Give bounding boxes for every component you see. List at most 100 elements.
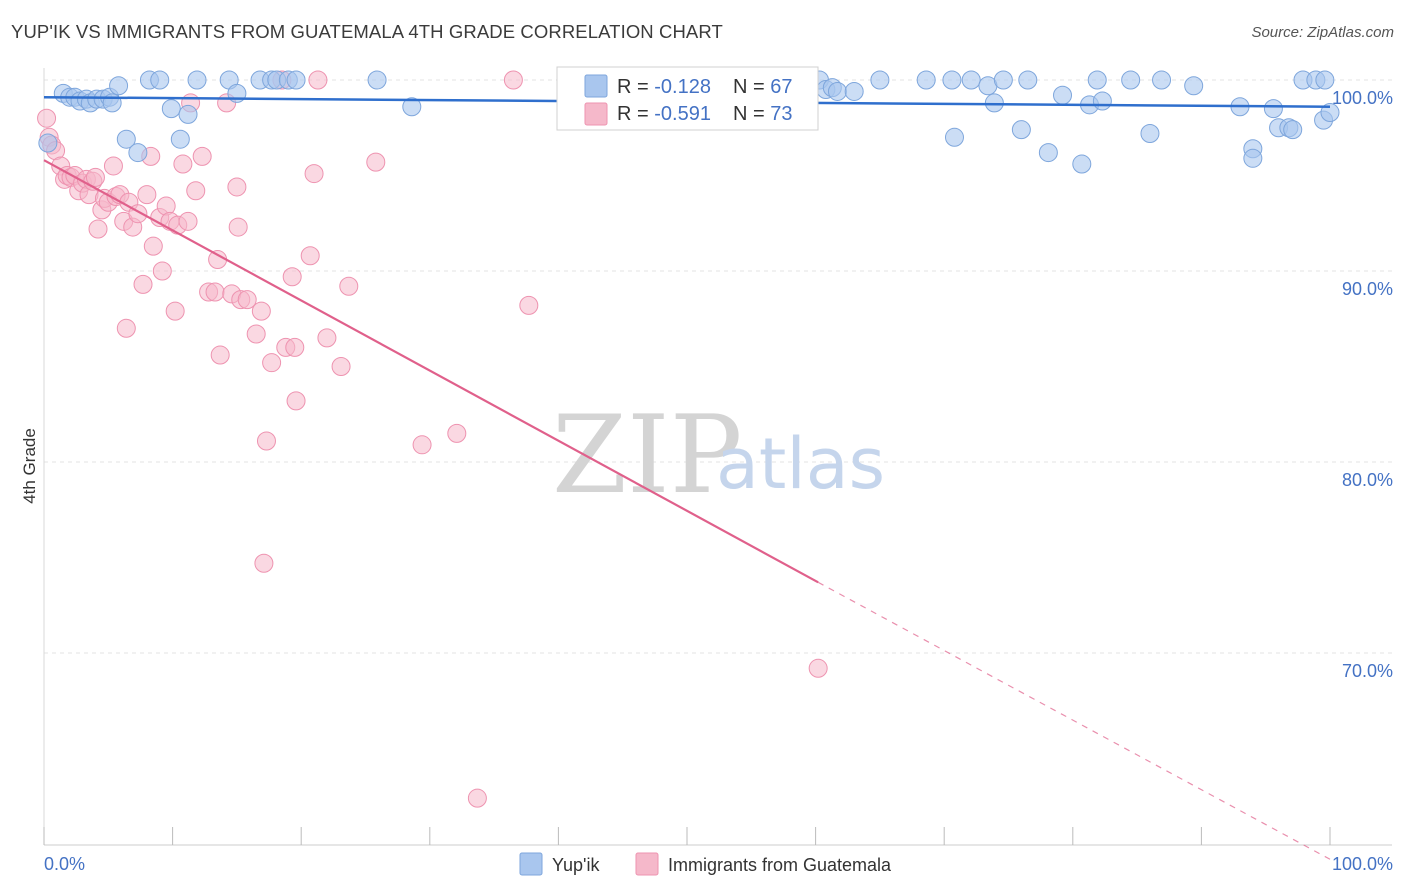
- data-point-guatemala: [37, 108, 57, 128]
- data-point-guatemala: [339, 276, 359, 296]
- svg-text:N = 73: N = 73: [733, 103, 793, 125]
- data-point-yupik: [827, 81, 847, 101]
- data-point-guatemala: [227, 177, 247, 197]
- data-point-yupik: [109, 76, 129, 96]
- data-point-guatemala: [282, 267, 302, 287]
- data-point-guatemala: [143, 236, 163, 256]
- data-point-guatemala: [262, 353, 282, 373]
- data-point-yupik: [1283, 120, 1303, 140]
- data-point-guatemala: [116, 318, 136, 338]
- data-point-yupik: [116, 129, 136, 149]
- data-point-guatemala: [186, 181, 206, 201]
- data-point-guatemala: [103, 156, 123, 176]
- data-point-yupik: [1038, 143, 1058, 163]
- y-tick-labels: 100.0% 90.0% 80.0% 70.0%: [1332, 88, 1393, 681]
- legend-swatch-guatemala: [584, 102, 608, 126]
- data-point-guatemala: [152, 261, 172, 281]
- data-point-yupik: [1121, 70, 1141, 90]
- data-point-yupik: [128, 143, 148, 163]
- legend-row-guatemala: R = -0.591: [617, 103, 711, 125]
- data-point-yupik: [1243, 148, 1263, 168]
- gridlines: [44, 79, 1392, 654]
- x-tick-labels: 0.0% 100.0%: [44, 854, 1393, 874]
- data-point-guatemala: [447, 423, 467, 443]
- trend-line-guatemala-extrapolated: [817, 581, 1331, 860]
- data-point-guatemala: [85, 167, 105, 187]
- data-point-yupik: [944, 127, 964, 147]
- data-point-yupik: [870, 70, 890, 90]
- y-axis-title: 4th Grade: [20, 428, 39, 504]
- legend-top: R = -0.128 N = 67 R = -0.591 N = 73: [556, 66, 819, 131]
- data-point-yupik: [1053, 85, 1073, 105]
- y-tick-label: 90.0%: [1342, 279, 1393, 299]
- bottom-legend-yupik: Yup'ik: [552, 855, 600, 875]
- watermark-atlas: atlas: [716, 423, 885, 505]
- svg-text:N = 67: N = 67: [733, 76, 793, 98]
- data-point-guatemala: [286, 391, 306, 411]
- data-point-yupik: [1018, 70, 1038, 90]
- watermark-zip: ZIP: [552, 393, 742, 518]
- data-point-guatemala: [173, 154, 193, 174]
- data-point-yupik: [286, 70, 306, 90]
- data-point-guatemala: [137, 185, 157, 205]
- x-tick-label: 0.0%: [44, 854, 85, 874]
- data-point-yupik: [1184, 76, 1204, 96]
- data-point-yupik: [916, 70, 936, 90]
- data-point-guatemala: [165, 301, 185, 321]
- data-point-yupik: [187, 70, 207, 90]
- y-tick-label: 100.0%: [1332, 88, 1393, 108]
- data-point-yupik: [1087, 70, 1107, 90]
- data-point-yupik: [1140, 123, 1160, 143]
- data-point-yupik: [38, 133, 58, 153]
- data-point-guatemala: [205, 282, 225, 302]
- data-point-guatemala: [246, 324, 266, 344]
- legend-bottom: Yup'ik Immigrants from Guatemala: [519, 852, 892, 876]
- data-point-yupik: [1072, 154, 1092, 174]
- data-point-yupik: [844, 81, 864, 101]
- data-point-guatemala: [237, 290, 257, 310]
- data-point-guatemala: [317, 328, 337, 348]
- data-point-yupik: [178, 104, 198, 124]
- data-point-guatemala: [88, 219, 108, 239]
- data-point-yupik: [367, 70, 387, 90]
- data-point-yupik: [993, 70, 1013, 90]
- data-point-guatemala: [366, 152, 386, 172]
- data-point-guatemala: [228, 217, 248, 237]
- data-point-yupik: [402, 97, 422, 117]
- x-tick-label: 100.0%: [1332, 854, 1393, 874]
- data-point-yupik: [150, 70, 170, 90]
- data-point-yupik: [1092, 91, 1112, 111]
- data-point-yupik: [1263, 99, 1283, 119]
- data-point-guatemala: [210, 345, 230, 365]
- bottom-legend-guatemala: Immigrants from Guatemala: [668, 855, 892, 875]
- trend-line-guatemala: [43, 159, 819, 584]
- data-point-guatemala: [300, 246, 320, 266]
- data-point-guatemala: [192, 146, 212, 166]
- data-point-guatemala: [412, 435, 432, 455]
- data-point-guatemala: [331, 357, 351, 376]
- legend-row-yupik: R = -0.128: [617, 76, 711, 98]
- data-point-guatemala: [178, 211, 198, 231]
- axes: [43, 68, 1392, 846]
- data-point-guatemala: [308, 70, 328, 90]
- chart-title: YUP'IK VS IMMIGRANTS FROM GUATEMALA 4TH …: [11, 21, 723, 42]
- bottom-legend-swatch-guatemala: [635, 852, 659, 876]
- data-point-guatemala: [285, 337, 305, 357]
- data-point-guatemala: [304, 164, 324, 184]
- data-point-yupik: [1320, 102, 1340, 122]
- legend-swatch-yupik: [584, 74, 608, 98]
- watermark: ZIP atlas: [552, 393, 885, 518]
- data-point-yupik: [1152, 70, 1172, 90]
- data-point-yupik: [1011, 120, 1031, 140]
- data-point-guatemala: [133, 274, 153, 294]
- data-point-guatemala: [251, 301, 271, 321]
- data-point-yupik: [942, 70, 962, 90]
- data-point-yupik: [1315, 70, 1335, 90]
- data-point-yupik: [961, 70, 981, 90]
- data-point-yupik: [984, 93, 1004, 113]
- data-point-guatemala: [256, 431, 276, 451]
- bottom-legend-swatch-yupik: [519, 852, 543, 876]
- y-tick-label: 70.0%: [1342, 661, 1393, 681]
- data-point-yupik: [161, 99, 181, 119]
